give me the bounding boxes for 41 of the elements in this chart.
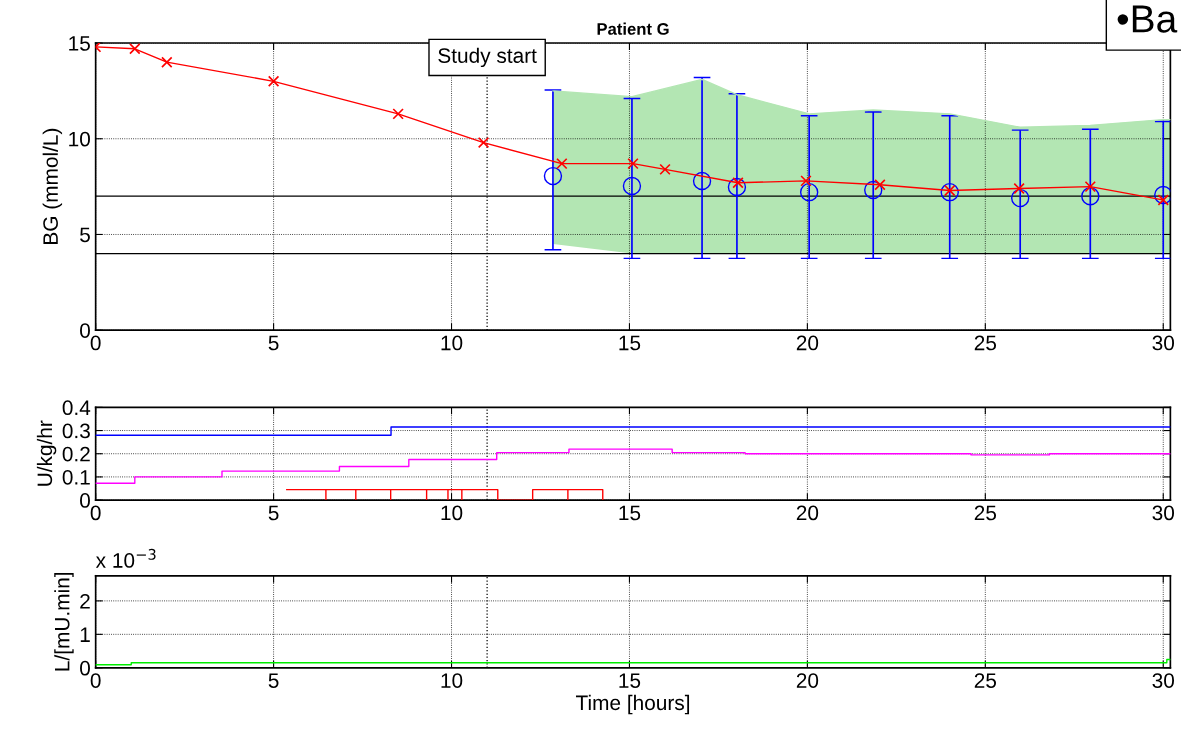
x-tick-label: 0 (90, 673, 101, 688)
x-tick-label: 15 (619, 335, 641, 351)
x-tick-label: 30 (1152, 673, 1175, 688)
x-tick-label: 10 (441, 673, 463, 688)
y-tick-label: 0.2 (62, 446, 90, 462)
x-tick-label: 0 (90, 505, 101, 521)
ref-line-label: Study start (438, 47, 537, 68)
y-tick-label: 5 (80, 227, 90, 243)
x-tick-label: 15 (619, 673, 641, 688)
y-tick-label: 0.1 (62, 469, 90, 485)
x-tick-label: 20 (796, 505, 819, 521)
x-tick-label: 25 (974, 335, 997, 351)
y-tick-label: 1 (80, 627, 90, 642)
x-tick-label: 20 (796, 335, 819, 351)
y-axis-title: L/[mU.min] (54, 572, 74, 671)
text: x 10$^{−3}$ (95, 548, 156, 568)
x-tick-label: 30 (1152, 335, 1175, 351)
y-tick-label: 0 (80, 493, 90, 508)
y-tick-label: 0.4 (62, 400, 91, 416)
y-axis-title: BG (mmol/L) (42, 128, 63, 244)
y-tick-label: 0 (80, 660, 90, 676)
y-axis-title: U/kg/hr (36, 420, 57, 486)
y-tick-label: 10 (69, 131, 90, 147)
x-tick-label: 20 (796, 673, 819, 688)
x-tick-label: 30 (1152, 505, 1175, 521)
x-tick-label: 5 (268, 673, 279, 688)
chart-title: Patient G (597, 22, 669, 35)
y-tick-label: 2 (80, 593, 90, 609)
x-tick-label: 0 (90, 335, 101, 351)
x-tick-label: 10 (441, 335, 463, 351)
x-tick-label: 5 (268, 335, 279, 351)
y-tick-label: 15 (69, 36, 90, 51)
y-tick-label: 0 (80, 323, 90, 338)
x-tick-label: 15 (619, 505, 641, 521)
x-tick-label: 10 (441, 505, 463, 521)
x-tick-label: 25 (974, 505, 997, 521)
x-axis-title: Time [hours] (575, 694, 690, 715)
text: •Ba (1117, 5, 1178, 33)
y-tick-label: 0.3 (62, 423, 90, 439)
x-tick-label: 5 (268, 505, 279, 521)
x-tick-label: 25 (974, 673, 997, 688)
